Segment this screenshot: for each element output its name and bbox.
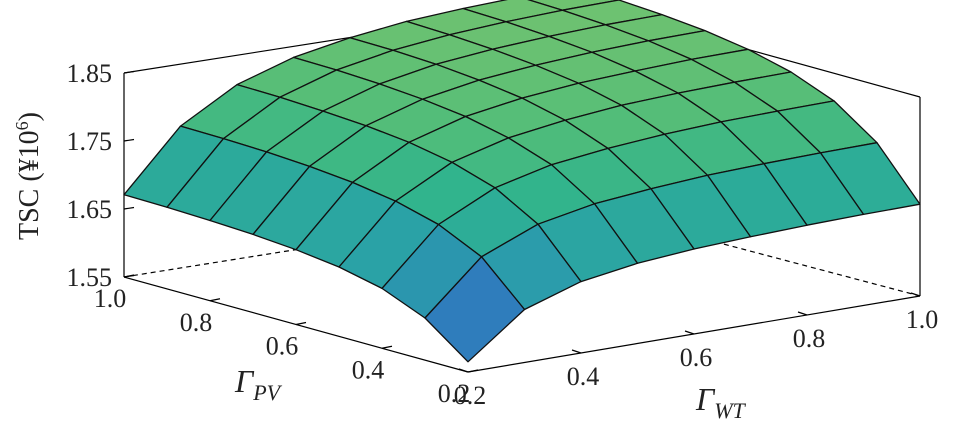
z-tick-mark [123, 138, 135, 142]
pv-tick-mark [467, 369, 479, 373]
wt-axis-title-sub: WT [714, 398, 746, 423]
wt-tick-label: 0.4 [567, 362, 600, 391]
z-axis-title: TSC (¥106) [12, 112, 45, 240]
pv-axis-title-sub: PV [252, 380, 282, 405]
wt-tick-mark [458, 368, 469, 373]
surface-cell [424, 256, 526, 363]
pv-tick-label: 0.2 [438, 379, 471, 408]
pv-tick-mark [209, 298, 221, 302]
z-tick-label: 1.55 [67, 263, 113, 292]
wt-axis-title: ΓWT [695, 381, 747, 423]
z-tick-label: 1.85 [67, 59, 113, 88]
surface-mesh [123, 0, 921, 363]
wt-tick-label: 0.8 [793, 324, 826, 353]
pv-axis-ticks: 1.0 0.8 0.6 0.4 0.2 [94, 274, 479, 408]
wt-tick-mark [797, 311, 808, 316]
z-axis-title-main: TSC (¥10 [14, 130, 45, 240]
pv-tick-label: 0.8 [180, 308, 213, 337]
wt-tick-mark [910, 292, 921, 297]
z-axis-ticks: 1.55 1.65 1.75 1.85 [67, 59, 135, 292]
wt-axis-ticks: 0.2 0.4 0.6 0.8 1.0 [454, 292, 939, 410]
pv-tick-label: 1.0 [94, 284, 127, 313]
pv-tick-mark [295, 321, 307, 326]
pv-tick-mark [123, 274, 135, 278]
z-axis-title-exp: 6 [12, 121, 32, 130]
wt-axis-title-symbol: Γ [695, 381, 716, 417]
wt-tick-label: 1.0 [906, 305, 939, 334]
z-tick-label: 1.65 [67, 195, 113, 224]
wt-tick-mark [571, 349, 582, 354]
wt-tick-mark [684, 330, 695, 335]
pv-tick-mark [381, 345, 393, 349]
z-tick-mark [123, 206, 135, 210]
z-tick-mark [123, 70, 135, 74]
z-axis-title-close: ) [14, 112, 45, 121]
pv-axis-title: ΓPV [234, 363, 283, 405]
pv-tick-label: 0.4 [352, 355, 385, 384]
z-tick-label: 1.75 [67, 127, 113, 156]
pv-tick-label: 0.6 [266, 332, 299, 361]
pv-axis-title-symbol: Γ [234, 363, 255, 399]
wt-tick-label: 0.2 [454, 381, 487, 410]
wt-tick-label: 0.6 [680, 343, 713, 372]
